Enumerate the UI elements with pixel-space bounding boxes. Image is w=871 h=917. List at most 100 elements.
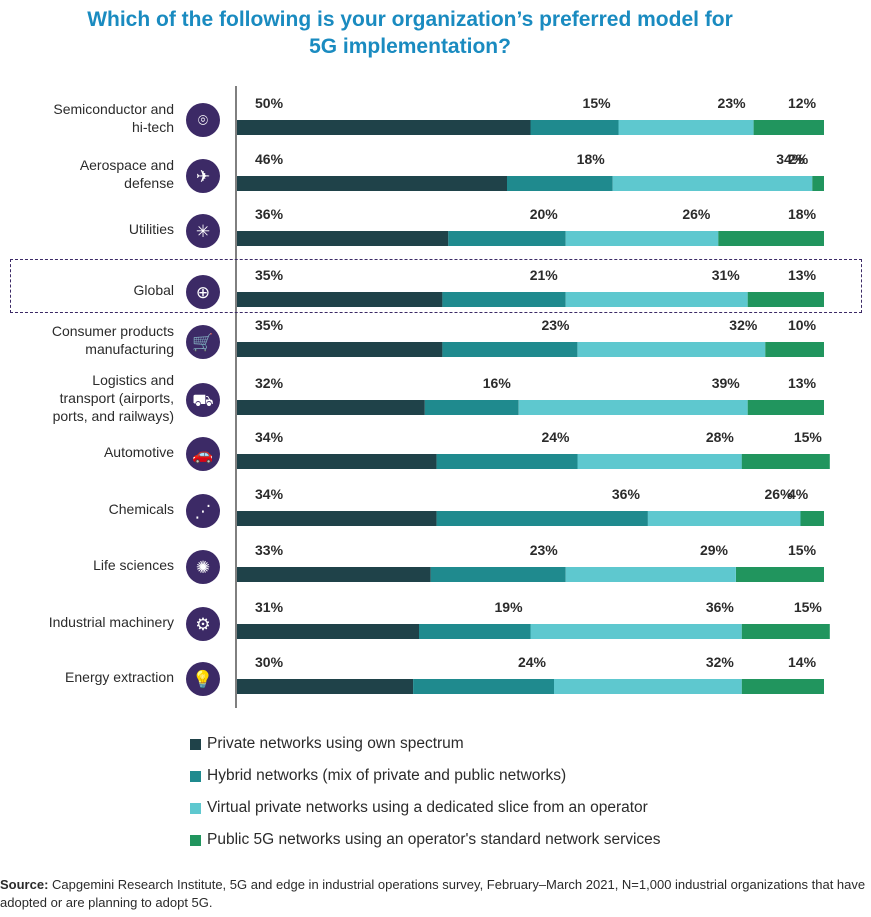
gears-icon: ⚙ [186,607,220,641]
legend-label-virtual: Virtual private networks using a dedicat… [207,799,648,816]
globe-icon: ⊕ [186,275,220,309]
category-label-semiconductor-and-hi-tech: Semiconductor and hi-tech [53,100,174,136]
value-label-semiconductor-and-hi-tech-private: 50% [255,95,284,111]
chip-icon: ⌾ [186,103,220,137]
bar-automotive-private [237,454,437,469]
legend-swatch-public [190,834,201,846]
value-label-consumer-products-manufacturing-virtual: 32% [729,317,758,333]
category-label-line: hi-tech [131,119,174,135]
legend-swatch-virtual [190,802,201,814]
value-label-energy-extraction-public: 14% [788,654,817,670]
source-label: Source: [0,877,49,892]
stacked-bar-chart [235,86,830,708]
category-label-line: Logistics and [92,372,174,388]
value-label-aerospace-and-defense-public: 2% [788,151,809,167]
value-label-global-virtual: 31% [711,267,740,283]
bar-aerospace-and-defense-public [812,176,824,191]
value-label-industrial-machinery-virtual: 36% [705,599,734,615]
legend-label-private: Private networks using own spectrum [207,735,464,752]
value-label-aerospace-and-defense-private: 46% [255,151,284,167]
cart-icon: 🛒 [186,325,220,359]
molecule-icon: ⋰ [186,494,220,528]
value-label-automotive-hybrid: 24% [541,429,570,445]
bar-semiconductor-and-hi-tech-hybrid [530,120,619,135]
value-label-industrial-machinery-public: 15% [793,599,822,615]
truck-icon: ⛟ [186,383,220,417]
category-label-industrial-machinery: Industrial machinery [49,613,174,631]
category-label-line: Consumer products [51,323,174,339]
category-label-line: Industrial machinery [48,614,174,630]
value-label-logistics-and-transport-airports-ports-and-railways-hybrid: 16% [482,375,511,391]
category-label-utilities: Utilities [129,220,174,238]
value-label-energy-extraction-virtual: 32% [705,654,734,670]
value-label-industrial-machinery-private: 31% [255,599,284,615]
bar-aerospace-and-defense-virtual [612,176,813,191]
value-label-chemicals-public: 4% [788,486,809,502]
chart-title-line-1: Which of the following is your organizat… [87,8,733,31]
legend-item-hybrid: Hybrid networks (mix of private and publ… [190,760,661,792]
bar-global-private [237,292,443,307]
chart-title: Which of the following is your organizat… [0,6,820,60]
bar-energy-extraction-hybrid [413,679,554,694]
category-label-line: Aerospace and [79,157,174,173]
bar-logistics-and-transport-airports-ports-and-railways-private [237,400,425,415]
car-icon: 🚗 [186,437,220,471]
bar-utilities-virtual [565,231,719,246]
value-label-utilities-virtual: 26% [682,206,711,222]
bar-chemicals-public [800,511,824,526]
bar-group [237,120,830,694]
lightbulb-icon: 💡 [186,662,220,696]
category-label-life-sciences: Life sciences [93,556,174,574]
bar-aerospace-and-defense-hybrid [507,176,613,191]
source-note: Source: Capgemini Research Institute, 5G… [0,876,871,912]
value-label-industrial-machinery-hybrid: 19% [494,599,523,615]
category-label-line: Semiconductor and [53,101,174,117]
value-label-automotive-virtual: 28% [705,429,734,445]
value-label-utilities-private: 36% [255,206,284,222]
value-label-aerospace-and-defense-hybrid: 18% [576,151,605,167]
bar-industrial-machinery-hybrid [419,624,531,639]
bar-consumer-products-manufacturing-public [765,342,824,357]
bar-global-hybrid [442,292,566,307]
category-label-line: Energy extraction [65,669,174,685]
category-label-line: transport (airports, [59,390,174,406]
bar-global-public [747,292,824,307]
value-label-automotive-private: 34% [255,429,284,445]
category-label-line: Global [133,282,174,298]
value-label-semiconductor-and-hi-tech-virtual: 23% [717,95,746,111]
value-label-aerospace-and-defense-virtual: 34% [776,151,805,167]
value-label-chemicals-hybrid: 36% [611,486,640,502]
bar-aerospace-and-defense-private [237,176,507,191]
legend-label-hybrid: Hybrid networks (mix of private and publ… [207,767,567,784]
value-label-life-sciences-virtual: 29% [699,542,728,558]
bar-consumer-products-manufacturing-private [237,342,443,357]
bar-automotive-public [741,454,830,469]
value-label-semiconductor-and-hi-tech-hybrid: 15% [582,95,611,111]
value-label-logistics-and-transport-airports-ports-and-railways-virtual: 39% [711,375,740,391]
bar-energy-extraction-virtual [554,679,742,694]
bar-life-sciences-public [736,567,824,582]
category-label-energy-extraction: Energy extraction [65,668,174,686]
category-label-chemicals: Chemicals [109,500,174,518]
category-label-automotive: Automotive [104,443,174,461]
value-label-automotive-public: 15% [793,429,822,445]
bar-consumer-products-manufacturing-hybrid [442,342,578,357]
virus-icon: ✺ [186,550,220,584]
bar-utilities-public [718,231,824,246]
bar-automotive-hybrid [436,454,578,469]
bar-life-sciences-virtual [565,567,736,582]
bar-life-sciences-hybrid [430,567,566,582]
category-label-line: manufacturing [85,341,174,357]
category-label-global: Global [134,281,174,299]
legend-swatch-hybrid [190,770,201,782]
value-label-life-sciences-private: 33% [255,542,284,558]
value-label-consumer-products-manufacturing-public: 10% [788,317,817,333]
category-label-line: ports, and railways) [52,408,174,424]
value-label-chemicals-private: 34% [255,486,284,502]
legend-item-private: Private networks using own spectrum [190,728,661,760]
bar-logistics-and-transport-airports-ports-and-railways-public [747,400,824,415]
snowflake-icon: ✳ [186,214,220,248]
value-label-life-sciences-hybrid: 23% [529,542,558,558]
value-label-energy-extraction-hybrid: 24% [517,654,546,670]
category-label-consumer-products-manufacturing: Consumer products manufacturing [52,322,174,358]
